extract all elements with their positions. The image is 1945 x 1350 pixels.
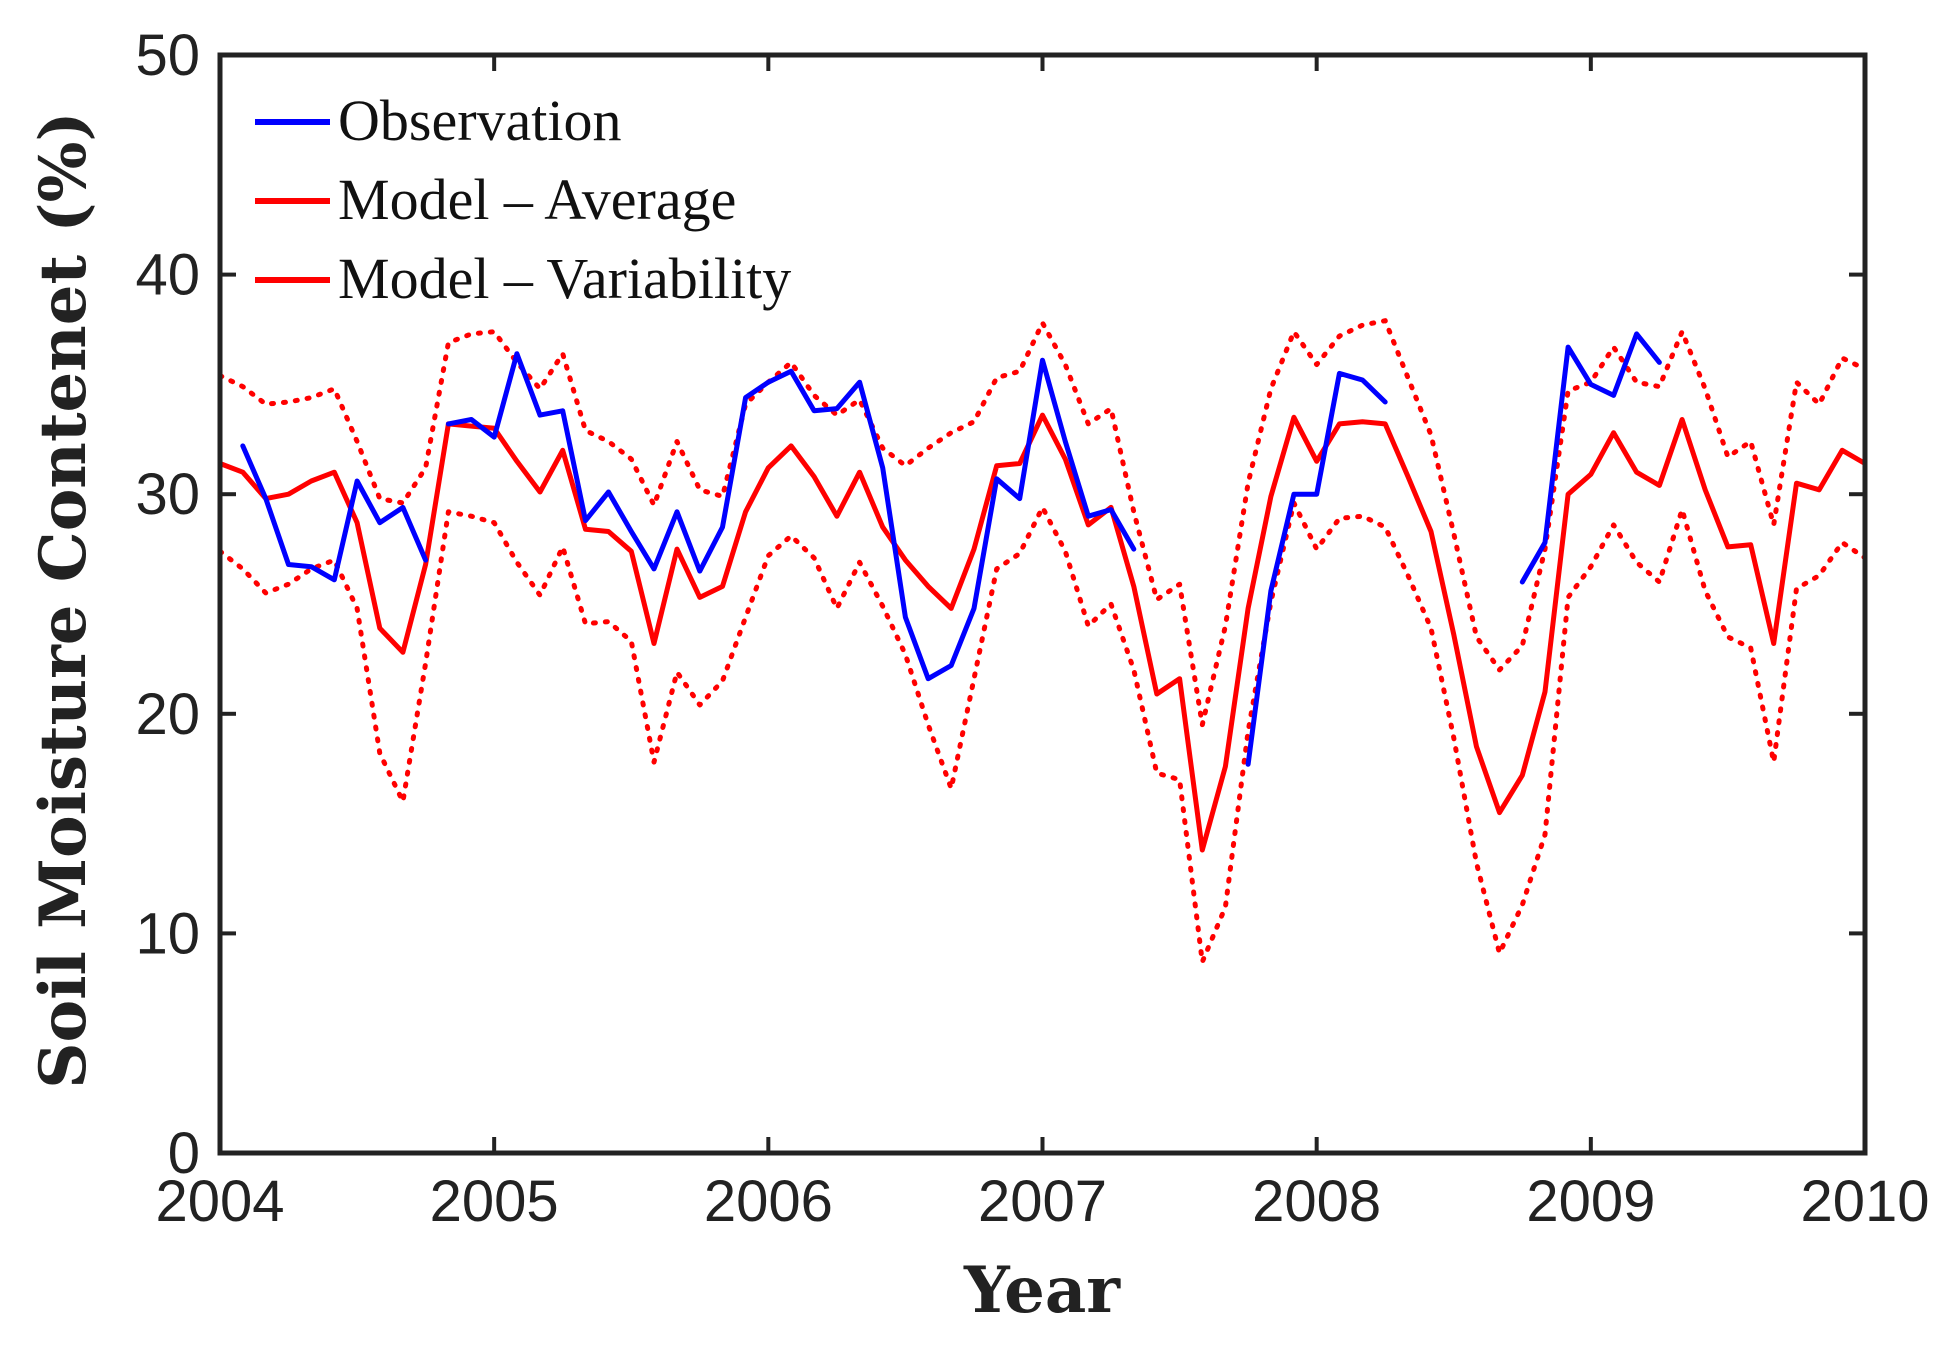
x-tick-label: 2009 <box>1526 1169 1655 1234</box>
axis-ticks <box>218 53 1867 1155</box>
series-line-observation <box>240 331 1662 767</box>
x-tick-label: 2008 <box>1252 1169 1381 1234</box>
series-line-model-variability-lower <box>217 500 1868 965</box>
y-tick-label: 50 <box>135 23 200 88</box>
x-axis-title: Year <box>963 1253 1121 1328</box>
x-tick-label: 2005 <box>430 1169 559 1234</box>
plot-frame <box>217 52 1868 1156</box>
legend-label-model-variability: Model – Variability <box>338 246 791 311</box>
y-tick-label: 20 <box>135 682 200 747</box>
y-tick-label: 0 <box>168 1121 200 1186</box>
y-tick-label: 10 <box>135 901 200 966</box>
series-line-model-variability <box>217 318 1868 728</box>
x-tick-label: 2010 <box>1800 1169 1929 1234</box>
legend-label-observation: Observation <box>338 88 622 153</box>
x-tick-label: 2004 <box>155 1169 284 1234</box>
legend: Observation Model – Average Model – Vari… <box>255 88 791 311</box>
x-tick-label: 2007 <box>978 1169 1107 1234</box>
y-tick-label: 40 <box>135 243 200 308</box>
y-axis-title: Soil Moisture Contenet (%) <box>26 111 101 1088</box>
x-tick-label: 2006 <box>704 1169 833 1234</box>
y-tick-label: 30 <box>135 462 200 527</box>
legend-label-model-average: Model – Average <box>338 167 736 232</box>
tick-labels: 2004 2005 2006 2007 2008 2009 2010 0 10 20 30 40 50 <box>135 23 1929 1234</box>
plot-lines <box>217 318 1868 965</box>
